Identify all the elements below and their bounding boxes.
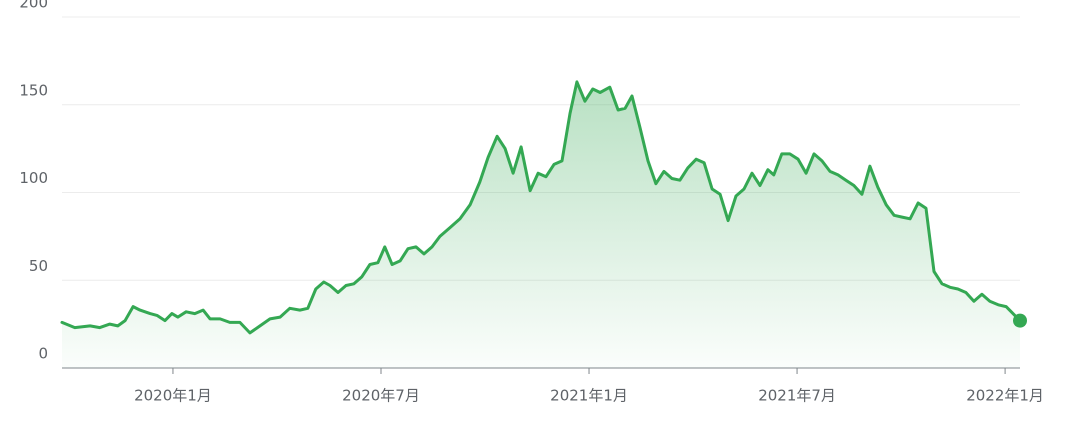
y-tick-label: 0 bbox=[38, 345, 48, 363]
y-tick-label: 150 bbox=[19, 81, 48, 99]
area-fill bbox=[62, 81, 1020, 369]
end-dot bbox=[1013, 313, 1027, 328]
line bbox=[60, 80, 1022, 335]
x-tick-label: 2020年7月 bbox=[342, 387, 420, 405]
x-tick-label: 2021年7月 bbox=[758, 387, 836, 405]
y-tick-label: 50 bbox=[29, 257, 48, 275]
x-tick-label: 2020年1月 bbox=[134, 387, 212, 405]
y-tick-label: 200 bbox=[19, 0, 48, 12]
y-tick-label: 100 bbox=[19, 169, 48, 187]
x-tick-label: 2022年1月 bbox=[966, 387, 1044, 405]
x-tick-label: 2021年1月 bbox=[550, 387, 628, 405]
